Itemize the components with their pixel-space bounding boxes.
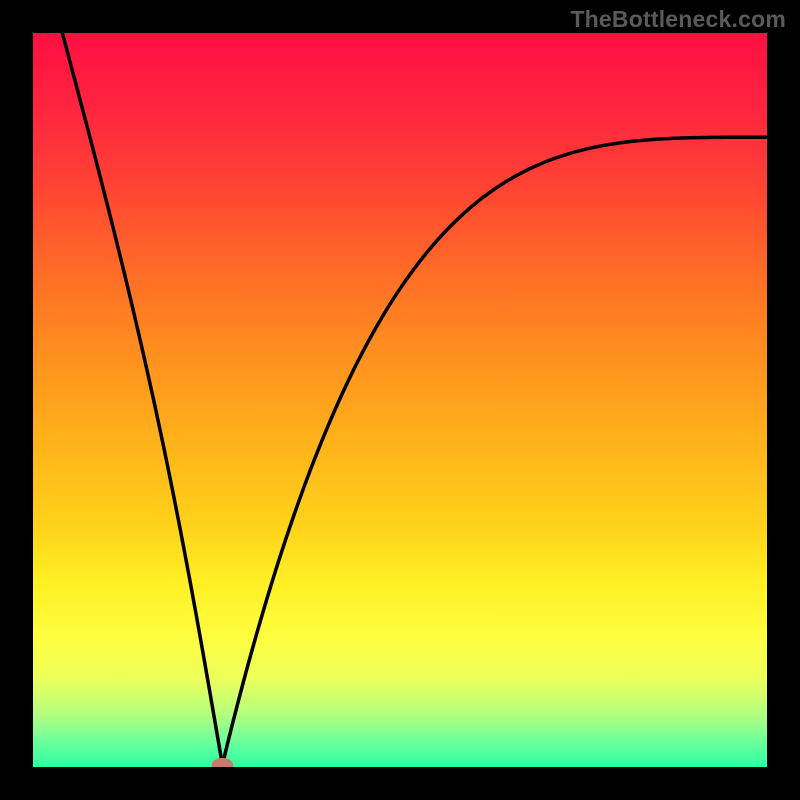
curve-minimum-marker bbox=[212, 758, 233, 771]
chart-svg bbox=[0, 0, 800, 800]
plot-background bbox=[33, 33, 767, 767]
chart-canvas: TheBottleneck.com bbox=[0, 0, 800, 800]
